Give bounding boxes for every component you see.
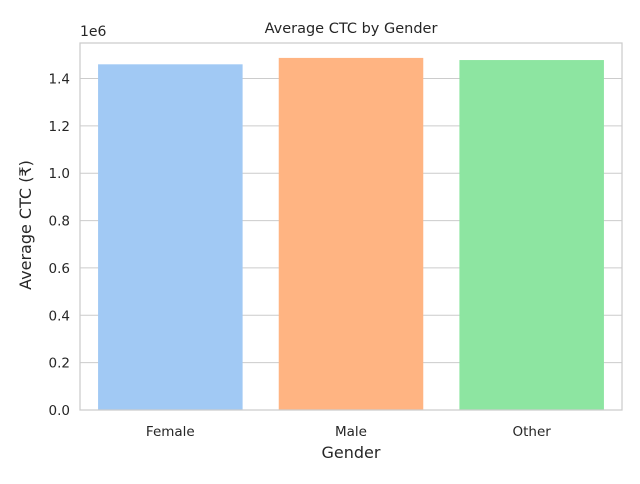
y-axis-label: Average CTC (₹) — [16, 160, 35, 290]
plot-frame — [79, 42, 623, 411]
y-tick-label: 0.2 — [49, 356, 70, 372]
bar-female — [98, 64, 243, 410]
chart-title: Average CTC by Gender — [265, 21, 438, 37]
y-tick-label: 1.0 — [49, 166, 70, 182]
tick-labels: 0.0 0.2 0.4 0.6 0.8 1.0 1.2 1.4 Female Male Other — [49, 72, 552, 440]
bar-male — [278, 57, 424, 410]
bars — [98, 57, 604, 411]
x-tick-label: Other — [512, 424, 551, 440]
bar-other — [459, 60, 604, 411]
y-offset-label: 1e6 — [80, 24, 107, 40]
axes-spines — [79, 42, 623, 411]
x-tick-label: Male — [335, 424, 367, 440]
y-tick-label: 0.4 — [49, 308, 70, 324]
y-tick-label: 0.8 — [49, 214, 70, 230]
y-tick-label: 0.6 — [49, 261, 70, 277]
x-tick-label: Female — [146, 424, 195, 440]
y-tick-label: 1.4 — [49, 72, 70, 88]
y-tick-label: 1.2 — [49, 119, 70, 135]
y-tick-label: 0.0 — [49, 403, 70, 419]
x-axis-label: Gender — [322, 443, 381, 462]
